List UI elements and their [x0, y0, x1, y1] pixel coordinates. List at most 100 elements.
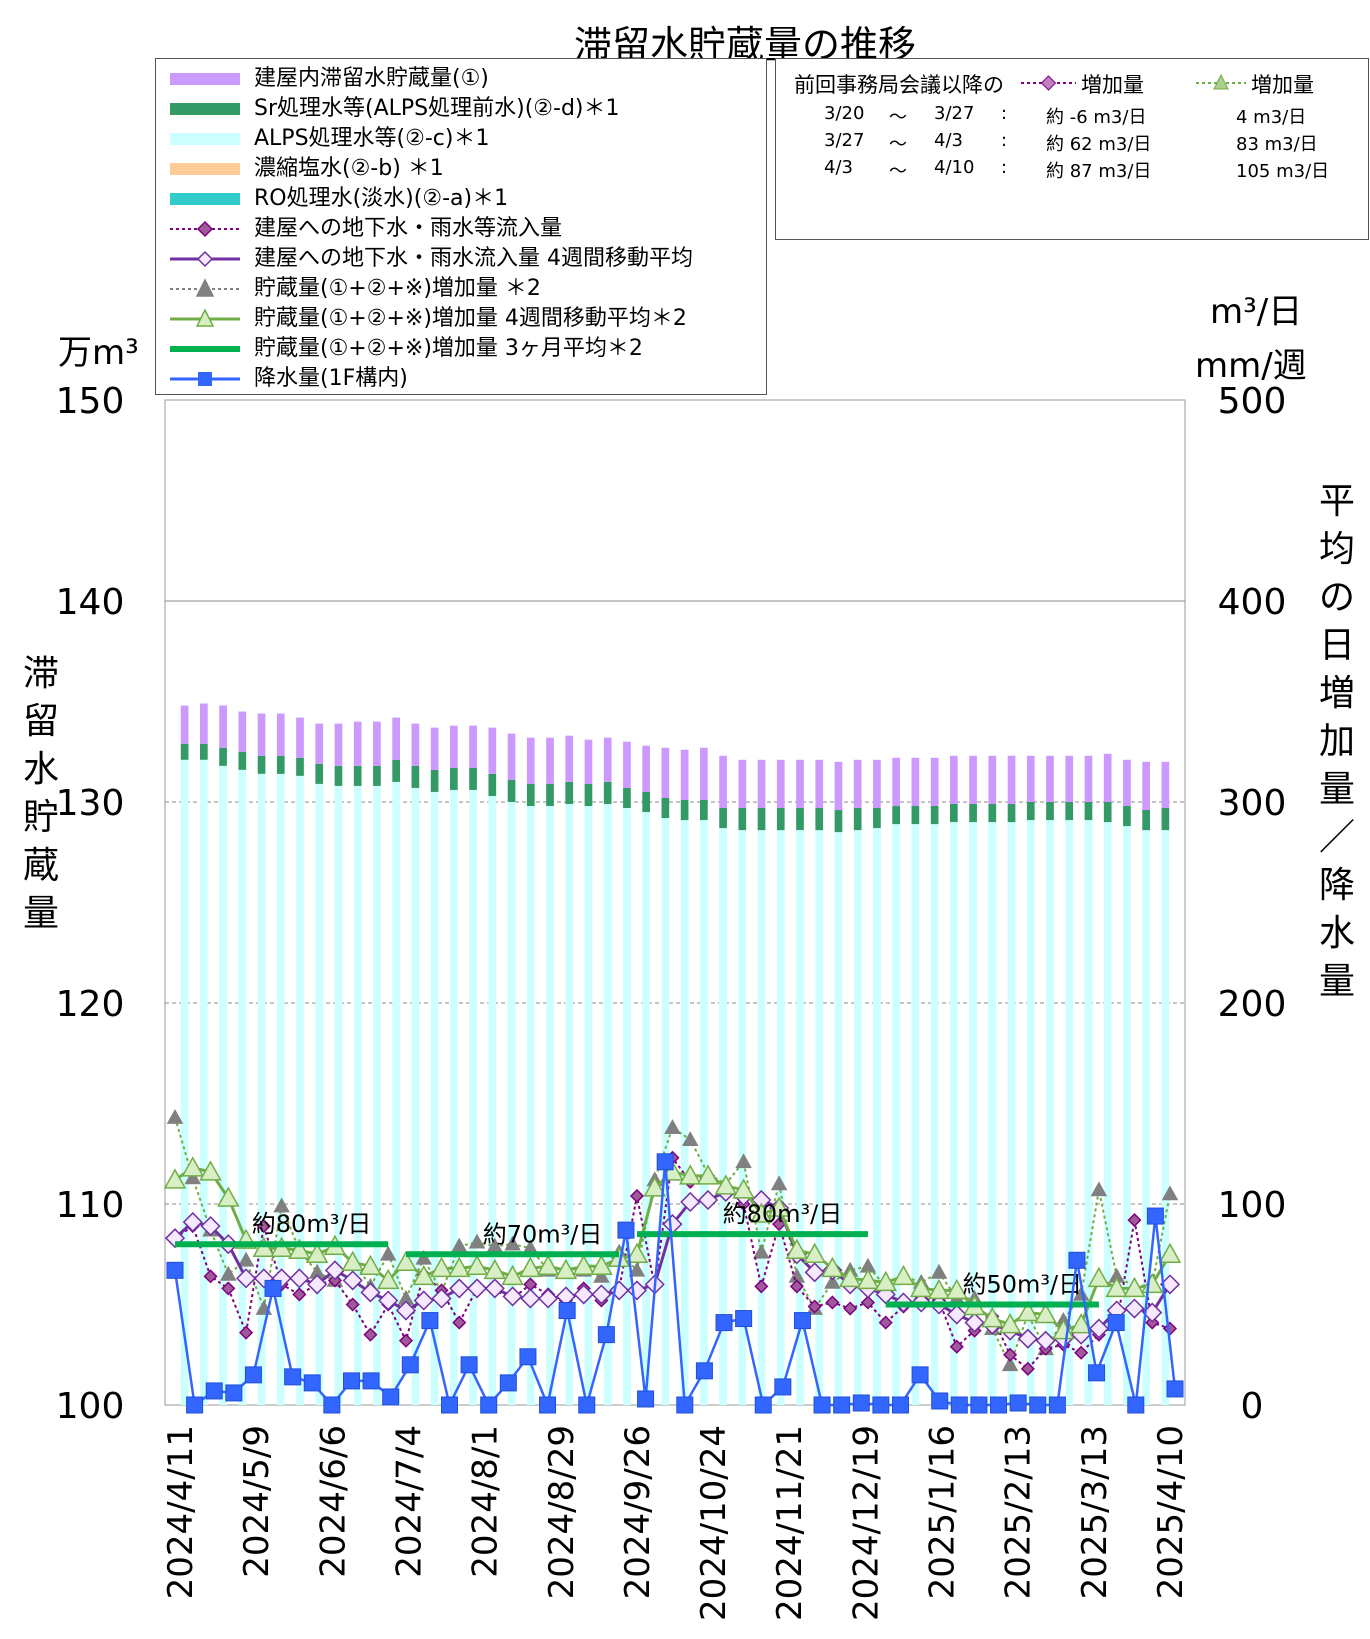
- rainfall-point: [931, 1392, 949, 1410]
- rainfall-point: [990, 1396, 1008, 1414]
- bar-sr: [950, 804, 958, 823]
- inflow-avg-point: [289, 1268, 310, 1289]
- left-axis-unit: 万m³: [58, 333, 139, 373]
- info-row-colon: :: [1001, 130, 1008, 151]
- bar-sr: [469, 767, 477, 790]
- inflow-point: [363, 1327, 378, 1342]
- legend-label: Sr処理水等(ALPS処理前水)(②-d)＊1: [254, 96, 620, 121]
- info-box: 前回事務局会議以降の 増加量 増加量 3/20 ～ 3/27: 約 -6 m3/日 4 m3/…: [775, 58, 1369, 240]
- storage-avg-point: [1158, 1242, 1182, 1263]
- inflow-avg-point: [697, 1189, 719, 1211]
- rainfall-point: [637, 1390, 655, 1408]
- bar-sr: [565, 781, 574, 805]
- right-axis-label-char: 量: [1318, 961, 1355, 1002]
- legend-bar-swatch: [170, 193, 240, 205]
- storage-increase-point: [237, 1251, 255, 1267]
- storage-avg-point: [572, 1254, 595, 1276]
- y-right-tick-label: 0: [1241, 1386, 1264, 1427]
- y-right-tick-label: 500: [1218, 381, 1287, 422]
- bar-sr: [1103, 802, 1112, 823]
- storage-increase-point: [1161, 1185, 1179, 1201]
- bar-building: [719, 755, 727, 809]
- inflow-avg-point: [200, 1216, 221, 1237]
- inflow-avg-point: [591, 1284, 612, 1305]
- rainfall-point: [695, 1362, 713, 1380]
- rainfall-point: [656, 1153, 674, 1171]
- storage-avg-point: [696, 1164, 720, 1185]
- inflow-point: [256, 1219, 271, 1234]
- storage-avg-point: [1016, 1300, 1040, 1322]
- info-col1-header: 増加量: [1081, 73, 1144, 97]
- storage-avg-point: [217, 1186, 240, 1207]
- y-left-tick-label: 120: [56, 984, 125, 1025]
- bar-building: [757, 759, 766, 809]
- bar-alps: [392, 781, 400, 1405]
- bar-alps: [1142, 830, 1150, 1405]
- storage-avg-point: [483, 1258, 507, 1280]
- legend-swatch: [170, 163, 240, 175]
- legend-swatch: [170, 220, 240, 238]
- x-tick-label: 2024/10/24: [694, 1425, 734, 1621]
- storage-avg-point: [714, 1174, 738, 1195]
- bar-alps: [1103, 822, 1112, 1405]
- inflow-avg-point: [1035, 1330, 1056, 1351]
- inflow-point: [1127, 1213, 1142, 1228]
- storage-increase-point: [628, 1261, 646, 1277]
- bar-building: [911, 757, 920, 807]
- rainfall-point: [186, 1396, 204, 1414]
- inflow-avg-point: [680, 1191, 701, 1213]
- bar-alps: [565, 804, 574, 1405]
- storage-avg-point: [874, 1270, 897, 1292]
- storage-avg-point: [945, 1278, 969, 1300]
- rainfall-point: [421, 1312, 439, 1330]
- right-axis-label-char: 降: [1318, 865, 1355, 906]
- storage-increase-point: [824, 1273, 841, 1289]
- bar-alps: [642, 812, 650, 1405]
- storage-avg-point: [803, 1242, 826, 1263]
- rainfall-point: [715, 1314, 733, 1332]
- bar-alps: [776, 830, 785, 1405]
- storage-avg-point: [643, 1176, 667, 1197]
- bar-alps: [257, 773, 266, 1405]
- storage-avg-point: [270, 1236, 293, 1257]
- inflow-point: [1003, 1347, 1018, 1362]
- inflow-point: [754, 1279, 769, 1294]
- info-triangle-icon: [1213, 73, 1229, 90]
- inflow-point: [629, 1188, 645, 1204]
- rainfall-point: [460, 1356, 478, 1374]
- bar-building: [1123, 759, 1131, 807]
- bar-alps: [969, 822, 977, 1405]
- rainfall-line: [173, 1161, 1177, 1410]
- bar-building: [584, 739, 593, 784]
- bar-sr: [526, 783, 535, 807]
- inflow-point: [825, 1295, 840, 1310]
- rainfall-point: [1029, 1396, 1047, 1414]
- legend-label: 濃縮塩水(②-b) ＊1: [254, 156, 444, 181]
- bar-sr: [430, 769, 439, 792]
- rainfall-point: [774, 1378, 792, 1396]
- bar-alps: [892, 824, 900, 1405]
- bar-building: [834, 761, 843, 811]
- bar-sr: [796, 808, 804, 831]
- inflow-avg-point: [1088, 1318, 1109, 1339]
- bar-alps: [1007, 822, 1016, 1405]
- left-axis-label-char: 留: [22, 701, 59, 742]
- bar-sr: [969, 804, 977, 823]
- storage-increase-point: [184, 1169, 202, 1185]
- legend-label: 建屋への地下水・雨水等流入量: [254, 216, 563, 241]
- storage-avg-point: [892, 1264, 915, 1286]
- inflow-avg-point: [342, 1270, 363, 1291]
- storage-avg-point: [981, 1307, 1004, 1328]
- bar-building: [853, 759, 862, 809]
- rainfall-point: [303, 1374, 321, 1392]
- right-axis-unit-top: m³/日: [1210, 292, 1303, 332]
- storage-avg-point: [1087, 1266, 1111, 1288]
- bar-building: [1046, 755, 1054, 802]
- legend-bar-swatch: [170, 73, 240, 85]
- rainfall-point: [911, 1366, 929, 1384]
- bar-building: [776, 759, 785, 809]
- storage-increase-point: [753, 1243, 770, 1259]
- info-row-storage: 105 m3/日: [1236, 161, 1330, 182]
- storage-increase-point: [593, 1267, 610, 1283]
